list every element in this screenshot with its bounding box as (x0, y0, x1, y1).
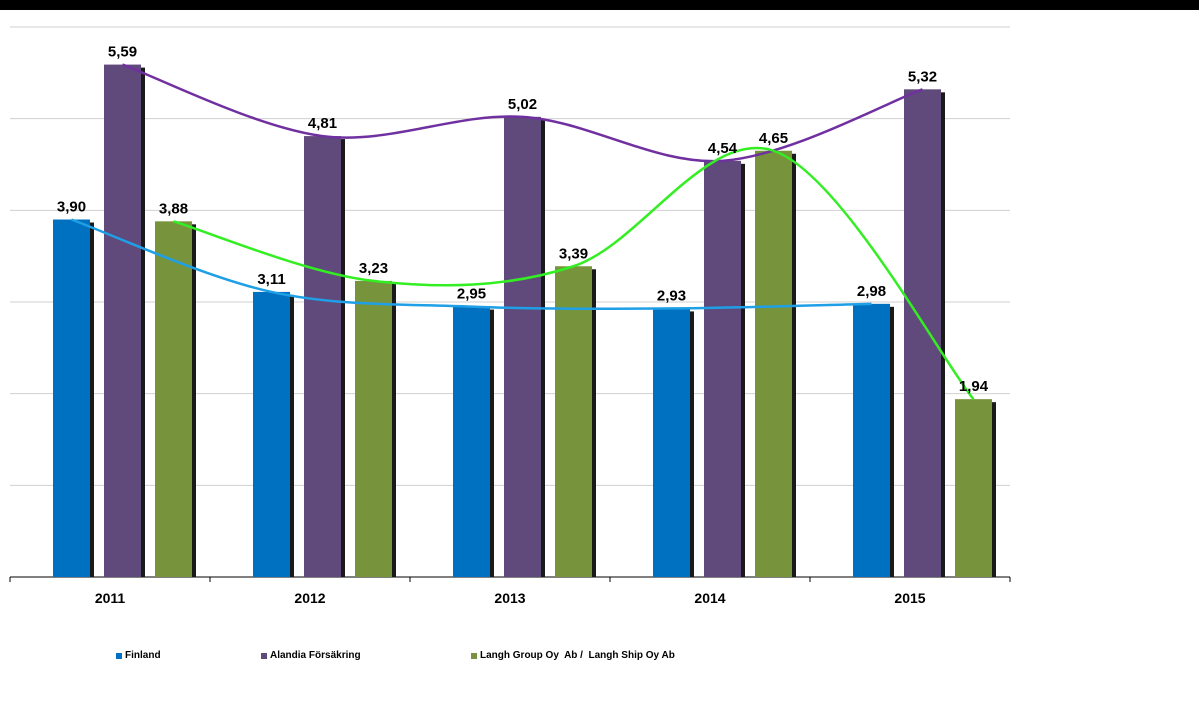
legend-swatch (471, 652, 477, 659)
data-labels: 3,90 5,59 3,88 3,11 4,81 3,23 2,95 5,02 3,39 2,93… (57, 44, 989, 396)
data-label: 4,65 (759, 130, 788, 147)
legend-label: Finland (125, 650, 161, 661)
x-tick-label: 2011 (95, 590, 126, 606)
legend-swatch (261, 652, 267, 659)
x-tick-label: 2012 (294, 590, 325, 606)
bar (853, 303, 890, 577)
x-tick-label: 2014 (694, 590, 725, 606)
bar (155, 221, 192, 578)
bar (304, 136, 341, 578)
legend-label: Langh Group Oy Ab / Langh Ship Oy Ab (480, 650, 675, 661)
x-tick-label: 2015 (894, 590, 925, 606)
bar (253, 291, 290, 577)
bar (53, 219, 90, 577)
top-border (0, 0, 1199, 10)
bar (504, 116, 541, 577)
trendline (122, 63, 923, 163)
trendlines (71, 63, 975, 400)
bar (104, 64, 141, 578)
data-label: 3,88 (159, 200, 188, 217)
legend: Finland Alandia Försäkring Langh Group O… (0, 650, 1199, 668)
bar (555, 266, 592, 577)
data-label: 5,32 (908, 68, 937, 85)
x-tick-label: 2013 (494, 590, 525, 606)
data-label: 4,81 (308, 115, 337, 132)
bar (904, 89, 941, 577)
data-label: 3,11 (257, 271, 285, 288)
bar (453, 306, 490, 577)
bar (653, 308, 690, 577)
trendline (173, 146, 975, 400)
data-label: 3,39 (559, 245, 588, 262)
data-label: 3,23 (359, 260, 388, 277)
bar (755, 150, 792, 577)
x-axis: 2011 2012 2013 2014 2015 (9, 577, 1011, 606)
legend-item-finland: Finland (116, 650, 161, 661)
data-label: 5,02 (508, 96, 537, 113)
data-label: 2,98 (857, 283, 886, 300)
data-label: 1,94 (959, 378, 989, 395)
legend-item-langh: Langh Group Oy Ab / Langh Ship Oy Ab (471, 650, 675, 661)
trendline (71, 218, 872, 311)
legend-item-alandia: Alandia Försäkring (261, 650, 361, 661)
data-label: 3,90 (57, 199, 86, 216)
legend-swatch (116, 652, 122, 659)
data-label: 2,93 (657, 287, 686, 304)
bars (53, 64, 996, 578)
legend-label: Alandia Försäkring (270, 650, 361, 661)
data-label: 4,54 (708, 140, 738, 157)
bar (704, 160, 741, 578)
bar (955, 399, 992, 577)
data-label: 2,95 (457, 286, 486, 303)
bar (355, 280, 392, 577)
data-label: 5,59 (108, 44, 137, 61)
